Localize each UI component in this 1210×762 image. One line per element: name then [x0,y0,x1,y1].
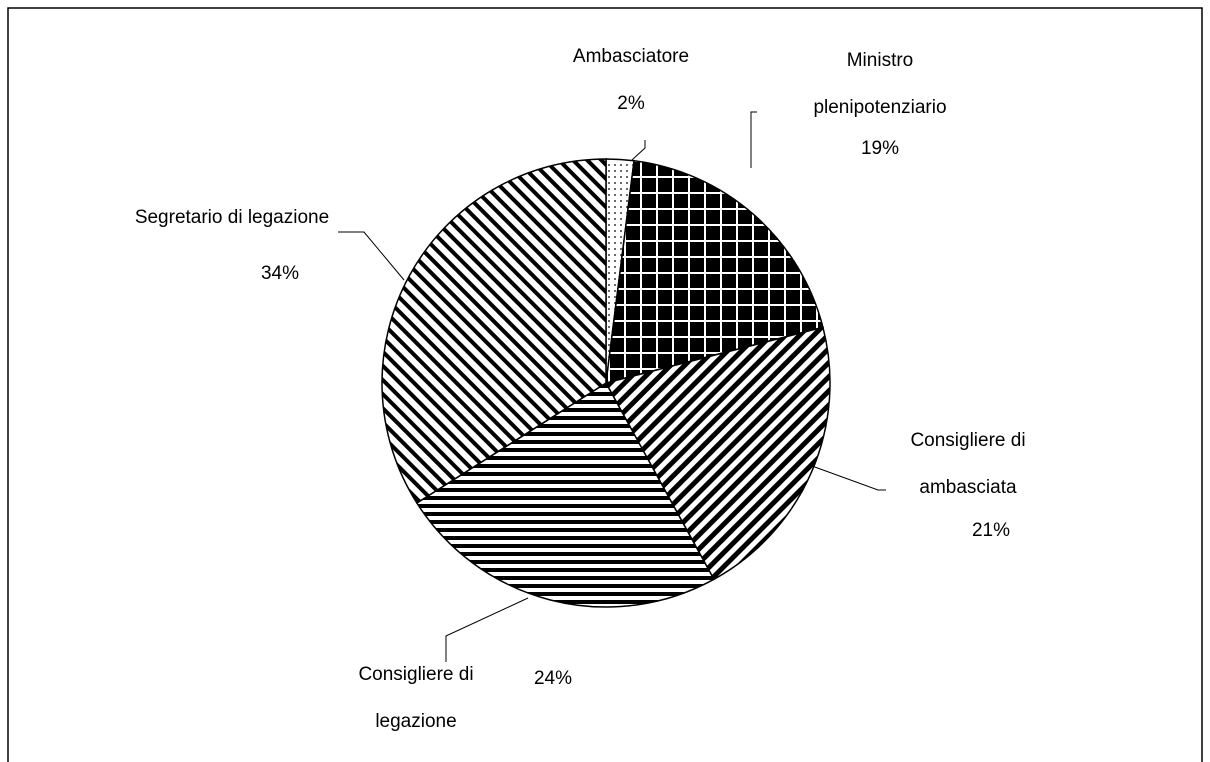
leader-line [338,231,405,281]
slice-label: Segretario di legazione [134,207,330,228]
value-label: 19% [860,138,900,159]
leader-line [445,597,529,662]
leader-line [631,140,646,161]
pie-slice [605,159,824,385]
leader-line [811,465,886,491]
slice-label: Ambasciatore [572,46,690,67]
slice-label: Consigliere di legazione [358,664,474,732]
value-label: 24% [533,668,573,689]
pie [381,158,831,608]
value-label: 21% [971,520,1011,541]
value-label: 34% [260,263,300,284]
pie-slice [415,381,715,608]
pie-slice [604,326,831,581]
slice-label: Ministro plenipotenziario [813,50,947,118]
leader-lines [338,111,886,662]
chart-border [7,7,1203,762]
value-label: 2% [617,93,645,114]
pie-slice [381,158,607,505]
leader-line [750,111,757,168]
slice-label: Consigliere di ambasciata [910,430,1026,498]
